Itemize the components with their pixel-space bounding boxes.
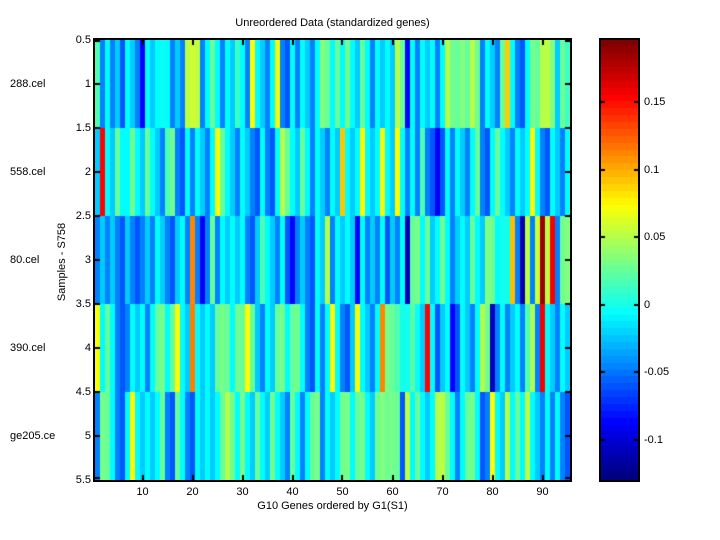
heatmap-canvas bbox=[95, 40, 570, 480]
x-tick-label: 20 bbox=[186, 486, 199, 498]
x-tick-label: 40 bbox=[286, 486, 299, 498]
y-tick-label: 3.5 bbox=[75, 298, 91, 310]
heatmap-axes bbox=[93, 38, 572, 482]
colorbar-tick-label: 0.05 bbox=[644, 231, 666, 244]
x-tick-label: 80 bbox=[486, 486, 499, 498]
colorbar-tick-label: -0.1 bbox=[644, 433, 663, 446]
y-tick-label: 5.5 bbox=[75, 474, 91, 486]
y-tick-label: 0.5 bbox=[75, 34, 91, 46]
x-axis-label: G10 Genes ordered by G1(S1) bbox=[257, 500, 408, 512]
colorbar-canvas bbox=[601, 40, 638, 480]
x-tick-label: 10 bbox=[136, 486, 149, 498]
y-tick-label: 1.5 bbox=[75, 122, 91, 134]
x-tick-label: 90 bbox=[536, 486, 549, 498]
x-tick-label: 60 bbox=[386, 486, 399, 498]
colorbar-axes bbox=[599, 38, 640, 482]
y-tick-label: 2 bbox=[84, 166, 91, 178]
plot-title: Unreordered Data (standardized genes) bbox=[235, 17, 430, 29]
x-tick-label: 50 bbox=[336, 486, 349, 498]
y-tick-label: 2.5 bbox=[75, 210, 91, 222]
colorbar-tick-label: 0.15 bbox=[644, 96, 666, 109]
y-tick-label: 5 bbox=[84, 430, 91, 442]
colorbar-tick-label: -0.05 bbox=[644, 366, 670, 379]
x-tick-label: 70 bbox=[436, 486, 449, 498]
sample-label: 558.cel bbox=[10, 166, 46, 178]
sample-label: 288.cel bbox=[10, 78, 46, 90]
y-tick-label: 4.5 bbox=[75, 386, 91, 398]
sample-label: 80.cel bbox=[10, 254, 40, 266]
colorbar-tick-label: 0.1 bbox=[644, 163, 660, 176]
colorbar-tick-label: 0 bbox=[644, 298, 651, 311]
y-tick-label: 4 bbox=[84, 342, 91, 354]
y-tick-label: 3 bbox=[84, 254, 91, 266]
x-tick-label: 30 bbox=[236, 486, 249, 498]
sample-label: ge205.ce bbox=[10, 430, 56, 442]
y-tick-label: 1 bbox=[84, 78, 91, 90]
sample-label: 390.cel bbox=[10, 342, 46, 354]
